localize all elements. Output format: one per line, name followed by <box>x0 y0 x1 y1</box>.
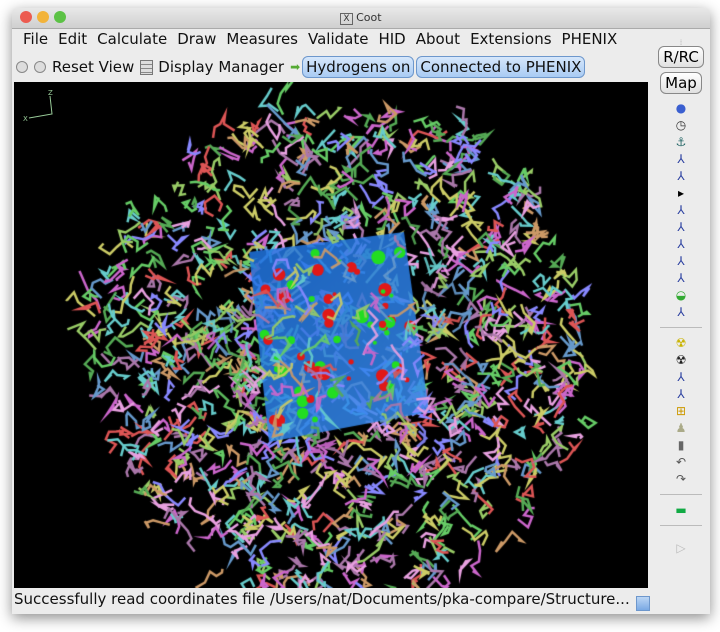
toolbar: Reset View Display Manager ➡ Hydrogens o… <box>16 56 586 78</box>
display-manager-icon <box>140 59 154 75</box>
flip-peptide-icon[interactable]: ⅄ <box>677 271 685 285</box>
axes-indicator: Z X <box>23 89 53 123</box>
menu-measures[interactable]: Measures <box>226 30 298 48</box>
delete-icon[interactable]: ▮ <box>677 438 685 452</box>
back-icon[interactable] <box>16 61 28 73</box>
pointer-atom-icon[interactable]: ♟ <box>675 421 687 435</box>
menu-phenix[interactable]: PHENIX <box>561 30 618 48</box>
stop-icon[interactable] <box>34 61 46 73</box>
menu-draw[interactable]: Draw <box>177 30 217 48</box>
rigid-body-fit-icon[interactable]: ⅄ <box>677 203 685 217</box>
hydrogen-arrow-icon: ➡ <box>290 60 301 74</box>
menu-edit[interactable]: Edit <box>58 30 88 48</box>
minimize-button[interactable] <box>37 11 49 23</box>
regularize-icon[interactable]: ⅄ <box>677 169 685 183</box>
separator <box>660 494 702 495</box>
backrub-icon[interactable]: ⅄ <box>677 220 685 234</box>
menu-file[interactable]: File <box>23 30 49 48</box>
place-atom-icon[interactable]: ⊞ <box>675 404 687 418</box>
right-toolbar: ⁞ R/RC Map ● ◷ ⚓ ⅄ ⅄ ▸ ⅄ ⅄ ⅄ ⅄ ⅄ ◒ ⅄ ☢ ☢ ⅄ ⅄ ⊞ ♟ ▮ ↶ ↷ ▬ ▷ <box>652 38 710 600</box>
axis-z-label: Z <box>48 89 53 97</box>
3d-viewport[interactable]: Z X <box>14 82 648 588</box>
flag-icon[interactable]: ▬ <box>675 503 687 517</box>
menu-hid[interactable]: HID <box>378 30 406 48</box>
zoom-clock-icon[interactable]: ◷ <box>675 118 687 132</box>
undo-icon[interactable]: ↶ <box>675 455 687 469</box>
close-button[interactable] <box>20 11 32 23</box>
rrc-button[interactable]: R/RC <box>658 46 704 68</box>
axis-x-label: X <box>23 115 28 123</box>
zoom-button[interactable] <box>54 11 66 23</box>
add-terminal-residue-icon[interactable]: ⅄ <box>677 370 685 384</box>
menu-about[interactable]: About <box>415 30 461 48</box>
hydrogens-toggle[interactable]: Hydrogens on <box>302 56 415 78</box>
add-atom-icon[interactable]: ⅄ <box>677 387 685 401</box>
edit-chi-icon[interactable]: ⅄ <box>677 305 685 319</box>
display-manager-button[interactable]: Display Manager <box>140 58 284 76</box>
status-indicator <box>636 596 650 611</box>
redo-icon[interactable]: ↷ <box>675 472 687 486</box>
status-bar: Successfully read coordinates file /User… <box>14 590 630 608</box>
side-chain-180-icon[interactable]: ◒ <box>675 288 687 302</box>
phenix-connection-button[interactable]: Connected to PHENIX <box>416 56 586 78</box>
rotamer-icon[interactable]: ⅄ <box>677 237 685 251</box>
menu-calculate[interactable]: Calculate <box>97 30 168 48</box>
rotate-translate-icon[interactable]: ● <box>675 101 687 115</box>
mutate-autofit-icon[interactable]: ☢ <box>675 336 687 350</box>
arrow-right-icon[interactable]: ▸ <box>677 186 685 200</box>
menu-validate[interactable]: Validate <box>308 30 369 48</box>
reset-view-button[interactable]: Reset View <box>52 58 135 76</box>
real-space-refine-icon[interactable]: ⅄ <box>677 152 685 166</box>
display-manager-label: Display Manager <box>158 58 285 76</box>
toolbar-grip[interactable]: ⁞ <box>679 38 683 47</box>
separator <box>660 525 702 526</box>
menu-extensions[interactable]: Extensions <box>470 30 552 48</box>
window-title: Coot <box>356 11 382 24</box>
anchor-icon[interactable]: ⚓ <box>675 135 687 149</box>
expand-arrow-icon[interactable]: ▷ <box>676 541 686 555</box>
title-bar: X Coot <box>12 8 710 29</box>
menubar: File Edit Calculate Draw Measures Valida… <box>18 30 622 48</box>
mutate-icon[interactable]: ☢ <box>675 353 687 367</box>
separator <box>660 327 702 328</box>
x11-icon: X <box>340 13 353 25</box>
molecule-canvas[interactable] <box>14 82 648 588</box>
map-button[interactable]: Map <box>660 72 702 94</box>
torsion-icon[interactable]: ⅄ <box>677 254 685 268</box>
coot-window: X Coot File Edit Calculate Draw Measures… <box>12 8 710 614</box>
